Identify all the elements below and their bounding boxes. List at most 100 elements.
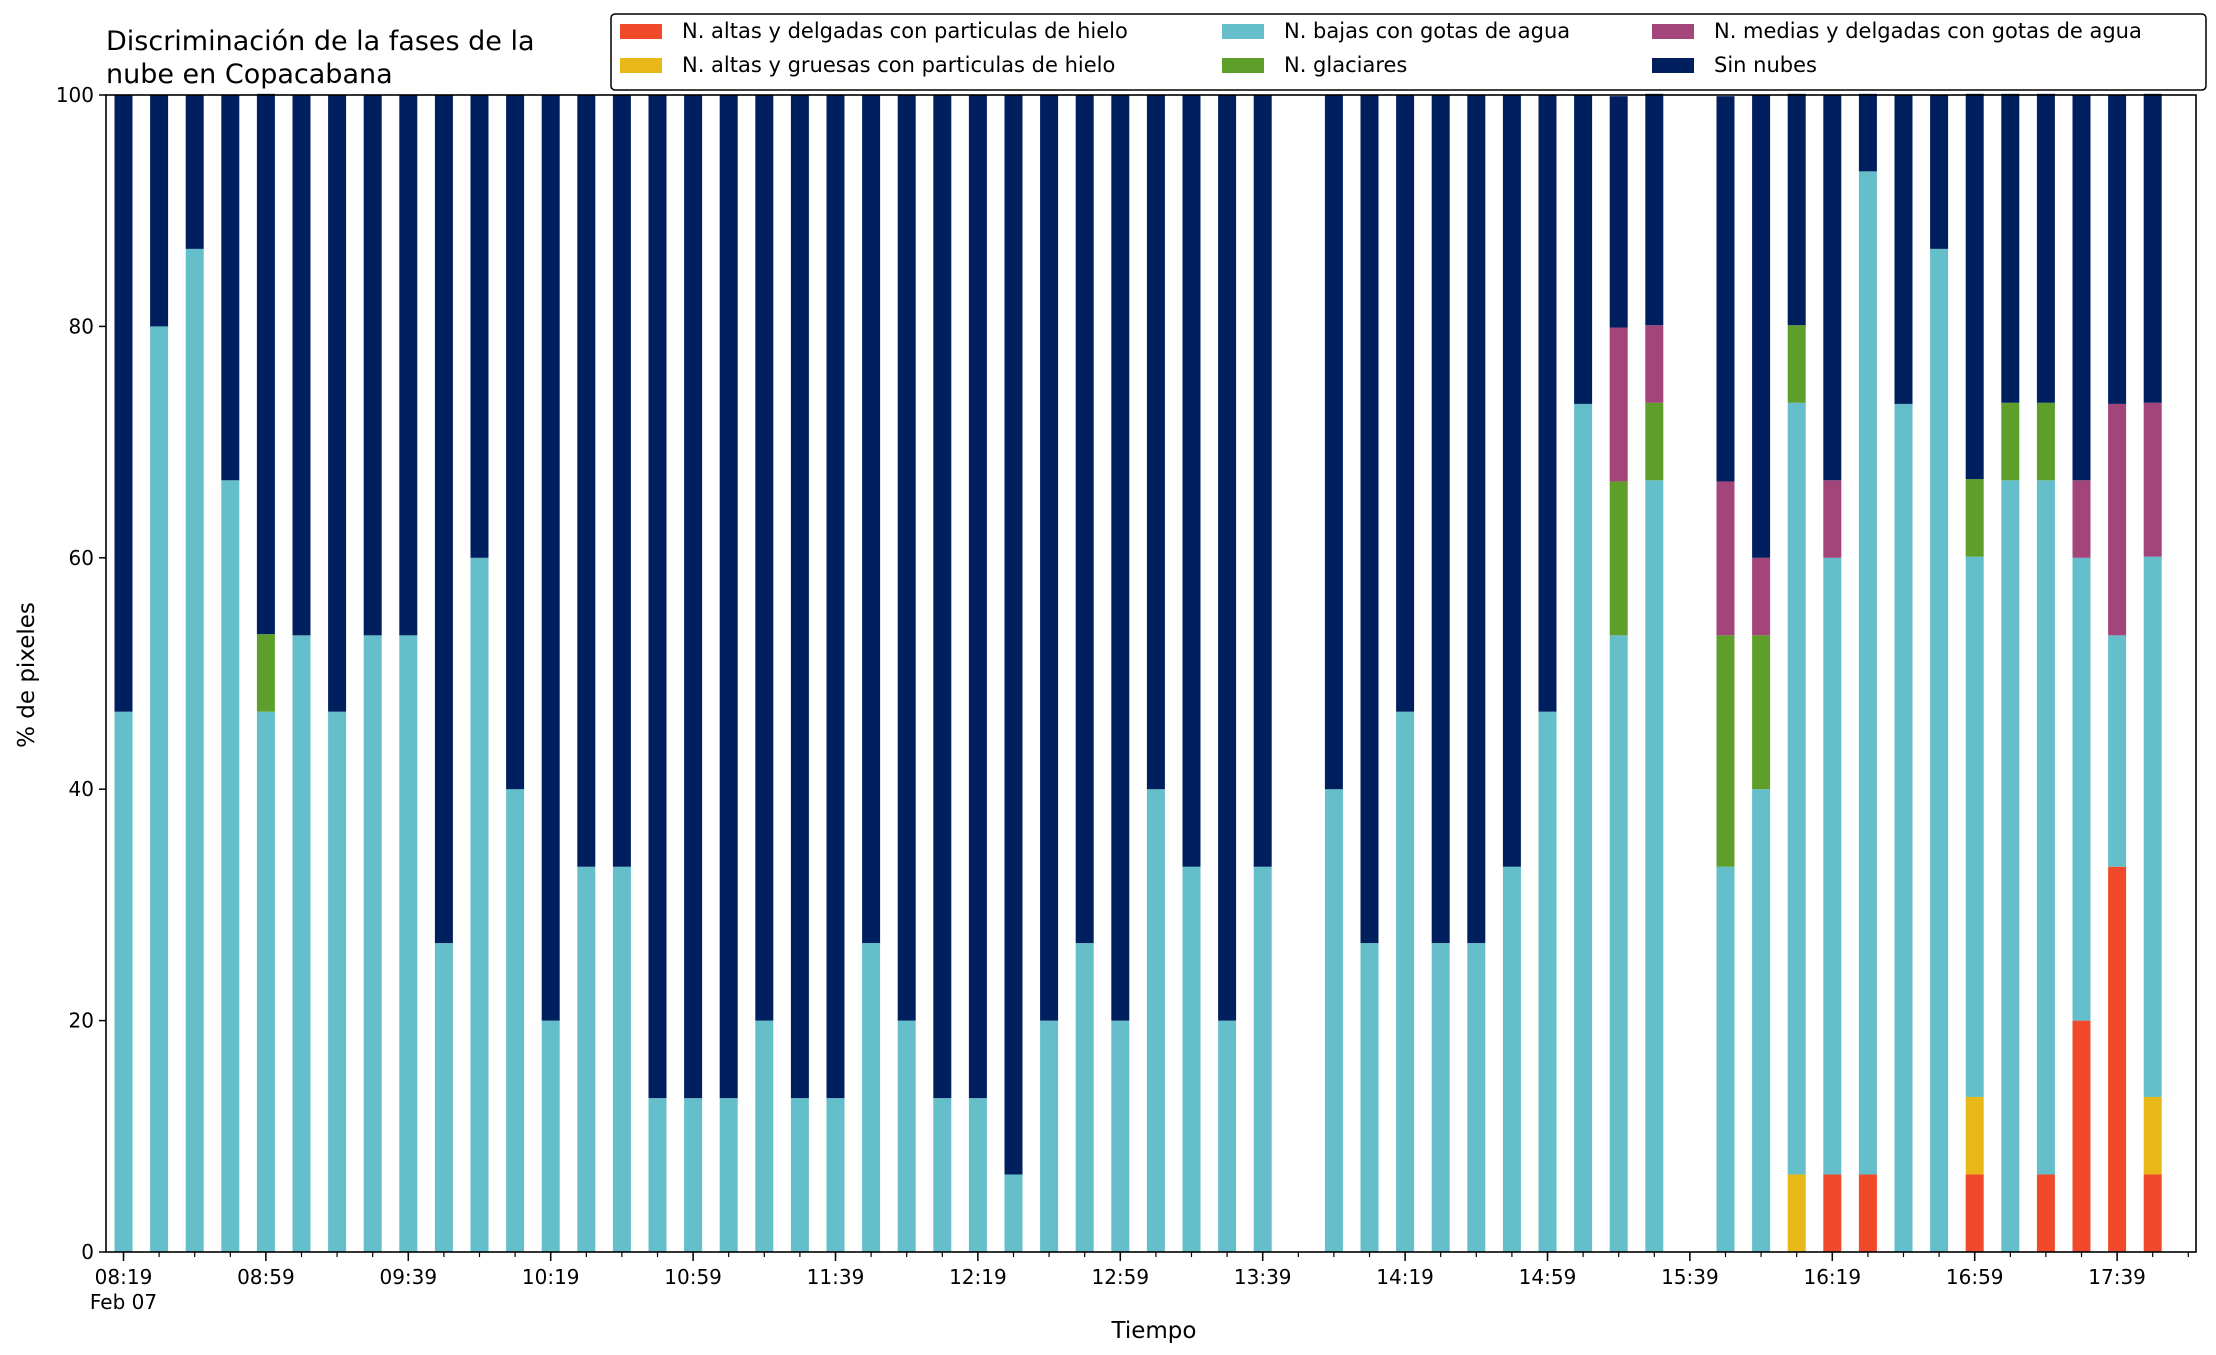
x-tick-label-7: 12:59	[1091, 1265, 1149, 1289]
bar-segment-53-2	[2072, 557, 2091, 1021]
bar-segment-44-5	[1752, 95, 1771, 558]
y-tick-label-0: 0	[81, 1240, 94, 1264]
bar-segment-53-4	[2072, 480, 2091, 558]
bar-segment-51-5	[2001, 93, 2020, 403]
y-tick-label-1: 20	[69, 1009, 94, 1033]
bar-segment-10-2	[470, 557, 489, 1252]
legend: N. altas y delgadas con particulas de hi…	[610, 13, 2207, 91]
bar-segment-50-2	[1965, 556, 1984, 1097]
bar-segment-25-5	[1004, 95, 1023, 1175]
y-tick-label-4: 80	[69, 314, 94, 338]
bar-segment-41-2	[1609, 635, 1628, 1252]
legend-swatch-1	[620, 58, 662, 73]
bar-segment-13-2	[577, 866, 596, 1252]
y-tick-label-5: 100	[56, 83, 94, 107]
bar-segment-43-3	[1716, 635, 1735, 867]
bar-segment-55-1	[2143, 1096, 2162, 1175]
bar-segment-42-4	[1645, 325, 1664, 403]
bar-segment-18-2	[755, 1020, 774, 1252]
bar-segment-2-2	[185, 248, 204, 1252]
x-tick-label-4: 10:59	[664, 1265, 722, 1289]
bar-segment-49-5	[1930, 95, 1949, 249]
bar-segment-53-5	[2072, 95, 2091, 481]
bar-segment-36-2	[1431, 943, 1450, 1252]
bar-segment-41-4	[1609, 327, 1628, 482]
bar-segment-48-2	[1894, 403, 1913, 1252]
bar-segment-31-2	[1218, 1020, 1237, 1252]
bar-segment-20-2	[826, 1098, 845, 1252]
bar-segment-35-2	[1396, 711, 1415, 1252]
y-axis-label: % de pixeles	[14, 602, 40, 748]
x-tick-label-0: 08:19	[95, 1265, 153, 1289]
legend-label-0: N. altas y delgadas con particulas de hi…	[682, 19, 1128, 43]
bar-segment-42-3	[1645, 402, 1664, 481]
x-tick-label-12: 16:19	[1803, 1265, 1861, 1289]
x-axis-label: Tiempo	[1111, 1318, 1197, 1344]
bar-segment-46-5	[1823, 95, 1842, 481]
legend-label-5: Sin nubes	[1714, 53, 1817, 77]
bar-segment-36-5	[1431, 95, 1450, 944]
bar-segment-30-5	[1182, 95, 1201, 867]
bar-segment-37-5	[1467, 95, 1486, 944]
bar-segment-26-2	[1040, 1020, 1059, 1252]
x-tick-label-6: 12:19	[949, 1265, 1007, 1289]
bar-segment-50-5	[1965, 93, 1984, 480]
bar-segment-8-2	[399, 635, 418, 1252]
bar-segment-50-1	[1965, 1096, 1984, 1175]
bar-segment-28-5	[1111, 95, 1130, 1021]
bar-segment-16-5	[684, 95, 703, 1099]
bar-segment-55-2	[2143, 556, 2162, 1097]
x-tick-label-10: 14:59	[1519, 1265, 1577, 1289]
bar-segment-4-5	[256, 93, 275, 635]
bar-segment-34-5	[1360, 95, 1379, 944]
bar-segment-18-5	[755, 95, 774, 1021]
bar-segment-35-5	[1396, 95, 1415, 712]
bar-segment-2-5	[185, 95, 204, 249]
bar-segment-22-2	[897, 1020, 916, 1252]
legend-swatch-4	[1652, 24, 1694, 39]
bar-segment-44-3	[1752, 635, 1771, 790]
bar-segment-10-5	[470, 95, 489, 558]
bar-segment-55-4	[2143, 402, 2162, 557]
bar-segment-6-2	[328, 711, 347, 1252]
bar-segment-4-2	[256, 711, 275, 1252]
legend-swatch-2	[1222, 24, 1264, 39]
bar-segment-40-5	[1574, 95, 1593, 404]
bar-segment-33-2	[1324, 789, 1343, 1252]
bar-segment-54-0	[2108, 866, 2127, 1252]
bar-segment-5-2	[292, 635, 311, 1252]
bar-segment-25-2	[1004, 1174, 1023, 1252]
bar-segment-46-2	[1823, 557, 1842, 1175]
bar-segment-51-3	[2001, 402, 2020, 481]
bar-segment-46-0	[1823, 1174, 1842, 1252]
bar-segment-43-5	[1716, 96, 1735, 482]
legend-swatch-5	[1652, 58, 1694, 73]
legend-swatch-0	[620, 24, 662, 39]
bar-segment-38-2	[1502, 866, 1521, 1252]
chart-title-line-1: Discriminación de la fases de la	[106, 26, 535, 57]
bar-segment-13-5	[577, 95, 596, 867]
x-tick-label-13: 16:59	[1946, 1265, 2004, 1289]
bar-segment-50-0	[1965, 1174, 1984, 1252]
bar-segment-39-2	[1538, 711, 1557, 1252]
bar-segment-51-2	[2001, 480, 2020, 1252]
bar-segment-50-3	[1965, 479, 1984, 557]
bar-segment-26-5	[1040, 95, 1059, 1021]
bar-segment-33-5	[1324, 95, 1343, 790]
bar-segment-22-5	[897, 95, 916, 1021]
bar-segment-31-5	[1218, 95, 1237, 1021]
bar-segment-43-2	[1716, 866, 1735, 1252]
bar-segment-20-5	[826, 95, 845, 1099]
bar-segment-38-5	[1502, 95, 1521, 867]
bar-segment-32-5	[1253, 95, 1272, 867]
bar-segment-0-5	[114, 95, 133, 712]
bar-segment-30-2	[1182, 866, 1201, 1252]
bar-segment-14-2	[612, 866, 631, 1252]
x-tick-label-1: 08:59	[237, 1265, 295, 1289]
bar-segment-19-2	[790, 1098, 809, 1252]
legend-frame	[610, 13, 2207, 91]
bar-segment-32-2	[1253, 866, 1272, 1252]
bar-segment-6-5	[328, 95, 347, 712]
